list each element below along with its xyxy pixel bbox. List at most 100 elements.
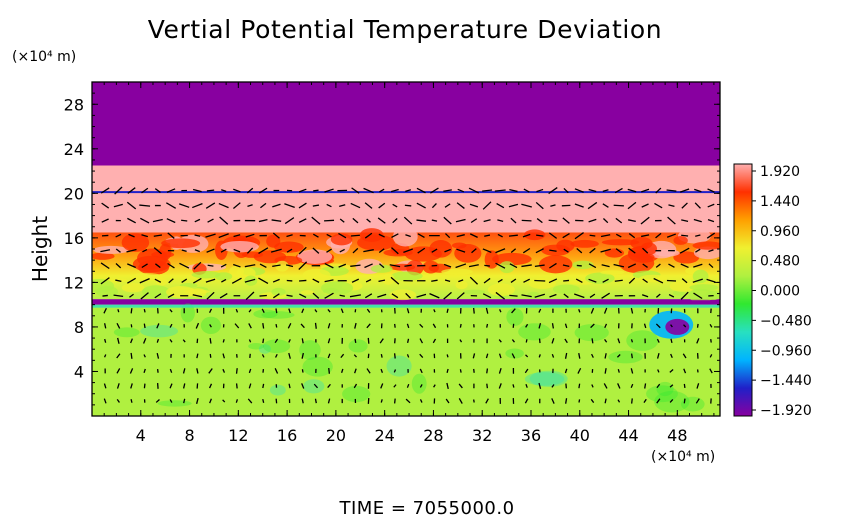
y-axis: 4 8 12 16 20 24 28 xyxy=(64,92,720,406)
cool-blob xyxy=(92,278,115,293)
wind-vector xyxy=(380,353,383,358)
wind-vector xyxy=(192,188,202,193)
wind-vector xyxy=(641,294,649,298)
wind-vector xyxy=(246,187,254,194)
wind-vector xyxy=(246,247,254,254)
wind-vector xyxy=(153,234,163,237)
wind-vector xyxy=(655,293,661,298)
wind-vector xyxy=(128,233,135,238)
wind-vector xyxy=(602,203,609,208)
wind-vector xyxy=(707,188,715,193)
wind-vector xyxy=(181,219,188,222)
wind-vector xyxy=(525,323,529,328)
band-10 xyxy=(92,300,720,304)
wind-vector xyxy=(156,323,160,329)
wind-vector xyxy=(245,233,255,238)
band-10-cyan xyxy=(92,304,720,308)
wind-vector xyxy=(549,262,557,269)
wind-vector xyxy=(178,203,190,208)
wind-vector xyxy=(340,353,345,359)
cool-blob xyxy=(275,260,289,272)
wind-vector xyxy=(510,248,517,254)
wind-vector xyxy=(351,187,360,194)
wind-vector xyxy=(495,248,506,254)
lower-blob xyxy=(646,385,678,403)
wind-vector xyxy=(380,399,383,403)
wind-vector xyxy=(169,339,173,343)
wind-vector xyxy=(338,232,347,239)
y-tick-label: 20 xyxy=(64,184,84,203)
wind-vector xyxy=(233,188,241,193)
wind-vector xyxy=(222,399,226,403)
wind-vector xyxy=(406,354,410,358)
colorbar-tick-label: −1.920 xyxy=(760,403,812,419)
wind-vector xyxy=(115,233,122,238)
wind-vector xyxy=(406,338,410,344)
wind-vector xyxy=(270,248,282,253)
wind-vector xyxy=(155,399,160,403)
y-tick-label: 16 xyxy=(64,229,84,248)
wind-vector xyxy=(707,219,715,223)
wind-vector xyxy=(312,233,319,238)
wind-vector xyxy=(286,248,293,253)
wind-vector xyxy=(115,279,122,283)
lower-blob xyxy=(157,400,192,407)
wind-vector xyxy=(301,338,304,344)
wind-vector xyxy=(468,264,479,268)
wind-vector xyxy=(680,291,689,300)
wind-vector xyxy=(551,384,555,388)
wind-vector xyxy=(130,352,133,359)
wind-vector xyxy=(576,248,583,254)
lower-blob xyxy=(180,303,195,323)
wind-vector xyxy=(508,203,519,208)
colorbar-tick-label: −1.440 xyxy=(760,373,812,389)
wind-vector xyxy=(102,294,108,297)
cool-blob xyxy=(692,269,709,284)
cool-blob xyxy=(390,271,423,281)
wind-vector xyxy=(363,249,374,253)
lower-blob xyxy=(626,330,659,351)
wind-vector xyxy=(167,293,175,298)
wind-vector xyxy=(655,323,661,329)
wind-vector xyxy=(613,204,624,207)
wind-vector xyxy=(417,233,425,239)
wind-vector xyxy=(272,264,281,268)
wind-vector xyxy=(248,339,252,343)
wind-vector xyxy=(152,218,163,223)
warm-blob xyxy=(137,248,168,268)
wind-vector xyxy=(393,353,396,359)
wind-vector xyxy=(130,338,134,344)
wind-vector xyxy=(679,247,690,254)
wind-vector xyxy=(116,368,121,374)
wind-vector xyxy=(588,263,597,269)
wind-vector xyxy=(538,382,542,389)
wind-vector xyxy=(314,398,317,404)
wind-vector xyxy=(693,263,703,268)
wind-vector xyxy=(208,368,213,374)
wind-vector xyxy=(167,262,175,269)
warm-blob xyxy=(601,239,640,246)
y-axis-label: Height xyxy=(28,216,52,282)
wind-vector xyxy=(220,248,227,253)
lower-blob xyxy=(608,350,643,364)
wind-vector xyxy=(443,291,452,300)
wind-vector xyxy=(327,323,331,329)
wind-vector xyxy=(221,189,227,192)
wind-vector xyxy=(653,277,664,284)
wind-vector xyxy=(298,202,307,209)
wind-vector xyxy=(378,279,386,283)
wind-vector xyxy=(617,369,620,373)
colorbar-tick-label: −0.960 xyxy=(760,343,812,359)
time-label: TIME = 7055000.0 xyxy=(338,498,514,519)
x-tick-label: 16 xyxy=(277,426,297,445)
wind-vector xyxy=(311,216,321,225)
warm-blob xyxy=(92,252,115,260)
wind-vector xyxy=(366,323,371,329)
wind-vector xyxy=(116,322,121,329)
wind-vector xyxy=(286,234,293,238)
wind-vector xyxy=(709,324,713,328)
wind-vector xyxy=(617,399,621,403)
layer-4 xyxy=(92,82,720,166)
wind-vector xyxy=(301,383,305,389)
wind-vector xyxy=(339,248,345,253)
